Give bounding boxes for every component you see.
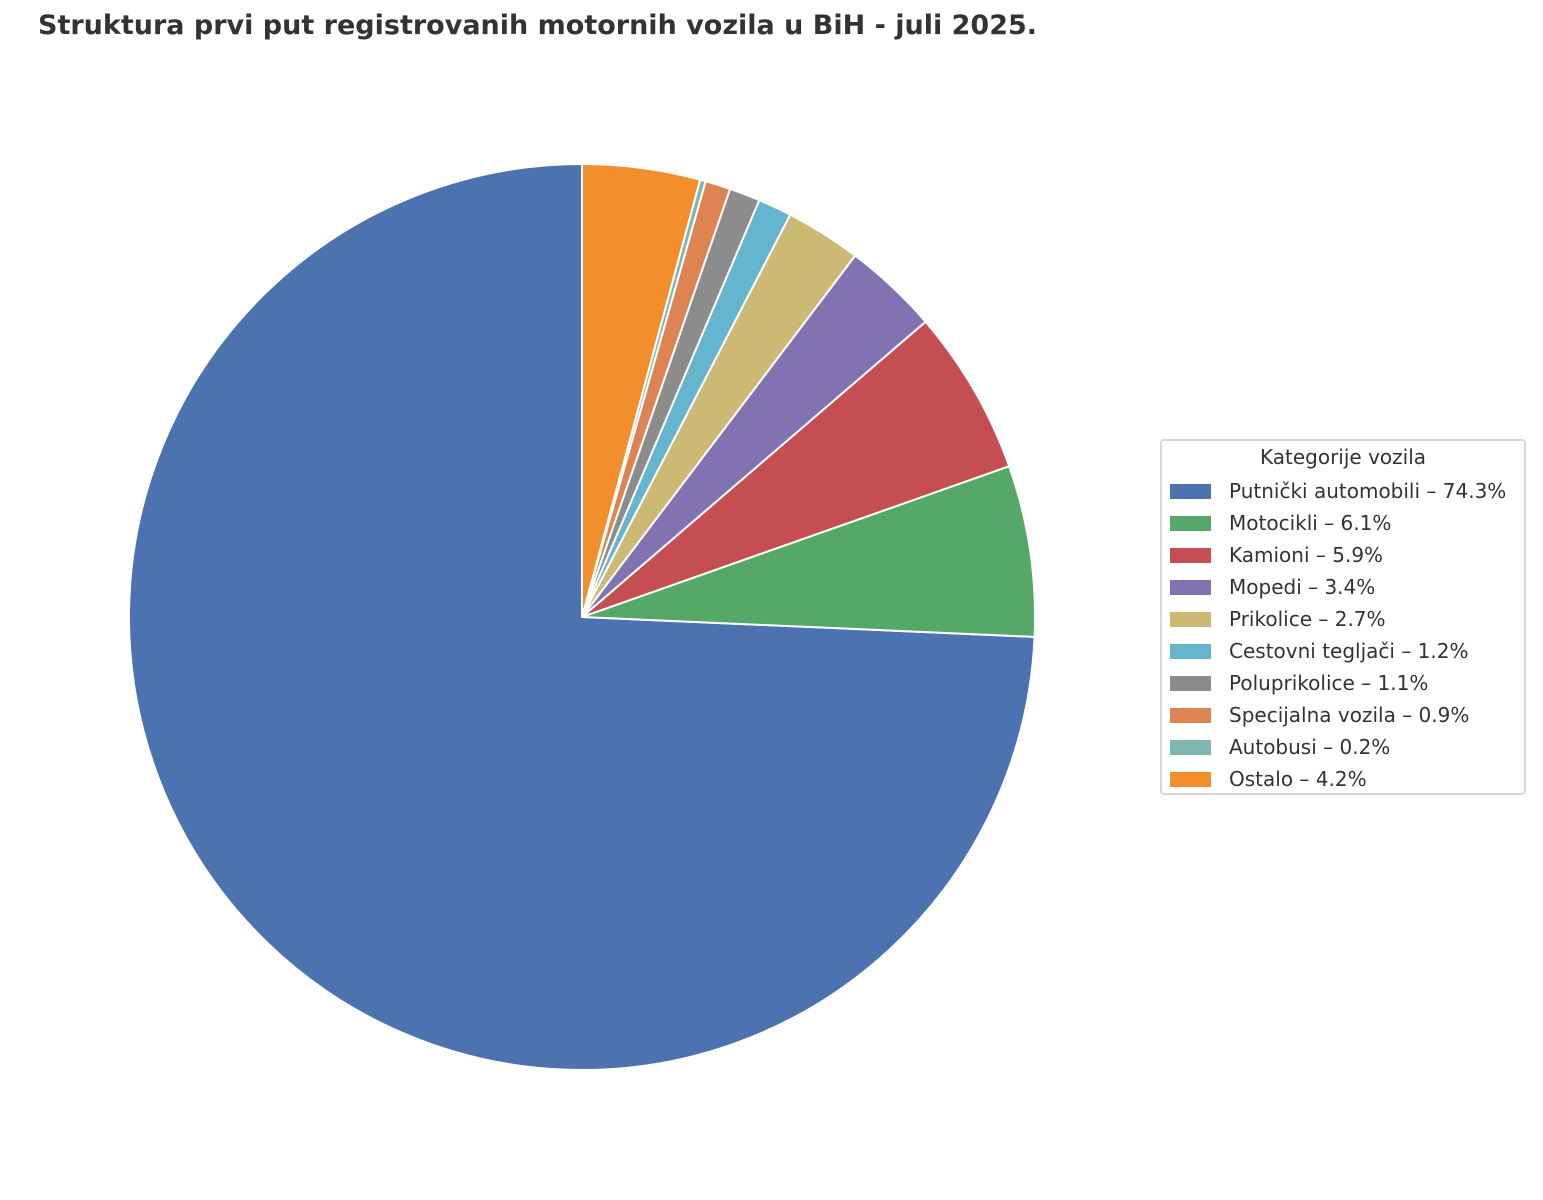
legend-item: Ostalo – 4.2% [1170,763,1506,795]
legend-swatch [1170,483,1211,499]
legend-swatch [1170,707,1211,723]
legend-label: Putnički automobili – 74.3% [1229,479,1507,503]
pie-slice-1 [581,465,1036,638]
legend-label: Motocikli – 6.1% [1229,511,1392,535]
legend-label: Autobusi – 0.2% [1229,735,1391,759]
legend-item: Poluprikolice – 1.1% [1170,667,1506,699]
legend-swatch [1170,579,1211,595]
legend-item: Autobusi – 0.2% [1170,731,1506,763]
legend-label: Kamioni – 5.9% [1229,543,1384,567]
chart-title: Struktura prvi put registrovanih motorni… [38,10,1038,41]
legend-item: Kamioni – 5.9% [1170,539,1506,571]
legend-label: Mopedi – 3.4% [1229,575,1376,599]
legend-label: Specijalna vozila – 0.9% [1229,703,1470,727]
legend-swatch [1170,739,1211,755]
legend-item: Putnički automobili – 74.3% [1170,475,1506,507]
legend-items: Putnički automobili – 74.3% Motocikli – 6… [1170,475,1506,795]
legend-item: Cestovni tegljači – 1.2% [1170,635,1506,667]
pie-slice-9 [581,163,702,618]
legend-swatch [1170,675,1211,691]
legend-title: Kategorije vozila [1259,445,1427,469]
legend-item: Motocikli – 6.1% [1170,507,1506,539]
legend-label: Ostalo – 4.2% [1229,767,1367,791]
legend-label: Poluprikolice – 1.1% [1229,671,1429,695]
legend-item: Mopedi – 3.4% [1170,571,1506,603]
legend-swatch [1170,547,1211,563]
legend-item: Specijalna vozila – 0.9% [1170,699,1506,731]
legend-swatch [1170,643,1211,659]
legend: Kategorije vozila Putnički automobili – … [1160,439,1526,795]
legend-swatch [1170,771,1211,787]
legend-item: Prikolice – 2.7% [1170,603,1506,635]
pie-slice-2 [581,320,1011,618]
legend-label: Cestovni tegljači – 1.2% [1229,639,1469,663]
legend-swatch [1170,515,1211,531]
pie-slices [128,163,1036,1071]
legend-label: Prikolice – 2.7% [1229,607,1386,631]
legend-swatch [1170,611,1211,627]
